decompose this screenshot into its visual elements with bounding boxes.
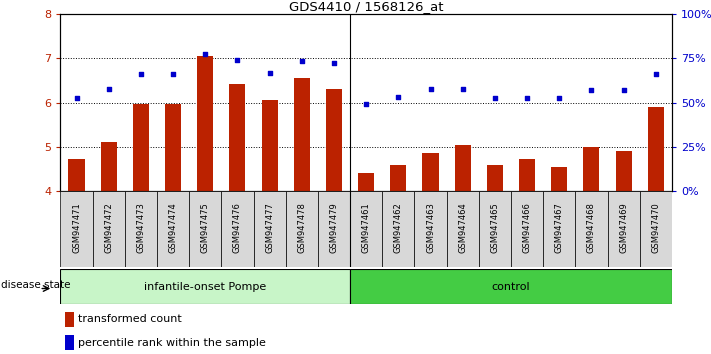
Bar <box>165 104 181 191</box>
Text: infantile-onset Pompe: infantile-onset Pompe <box>144 282 267 292</box>
Point <box>457 86 469 92</box>
Text: GSM947476: GSM947476 <box>233 202 242 253</box>
Bar <box>350 191 383 267</box>
Bar <box>101 143 117 191</box>
Bar <box>519 159 535 191</box>
Bar <box>318 191 350 267</box>
Text: GSM947461: GSM947461 <box>362 202 370 253</box>
Bar <box>640 191 672 267</box>
Bar <box>133 104 149 191</box>
Text: GSM947466: GSM947466 <box>523 202 532 253</box>
Bar <box>262 100 278 191</box>
Bar <box>65 312 74 327</box>
Text: GSM947471: GSM947471 <box>72 202 81 253</box>
Point <box>135 71 146 77</box>
Bar <box>543 191 575 267</box>
Point <box>489 96 501 101</box>
Bar <box>157 191 189 267</box>
Text: GSM947468: GSM947468 <box>587 202 596 253</box>
Bar <box>584 147 599 191</box>
Text: GSM947472: GSM947472 <box>105 202 113 253</box>
Bar <box>383 191 415 267</box>
Bar <box>221 191 254 267</box>
Text: control: control <box>492 282 530 292</box>
Text: GSM947470: GSM947470 <box>651 202 661 253</box>
Text: GSM947475: GSM947475 <box>201 202 210 253</box>
Point <box>200 51 211 57</box>
Bar <box>390 165 407 191</box>
Point <box>328 60 340 66</box>
Bar <box>575 191 607 267</box>
Text: GSM947474: GSM947474 <box>169 202 178 253</box>
Bar <box>197 56 213 191</box>
Bar <box>60 191 92 267</box>
Bar <box>189 191 221 267</box>
Bar <box>607 191 640 267</box>
Text: GSM947462: GSM947462 <box>394 202 403 253</box>
Bar <box>60 269 350 304</box>
Bar <box>358 172 374 191</box>
Point <box>618 87 629 93</box>
Point <box>554 96 565 101</box>
Bar <box>487 165 503 191</box>
Bar <box>92 191 125 267</box>
Point <box>425 86 437 92</box>
Point <box>360 101 372 106</box>
Text: GSM947469: GSM947469 <box>619 202 628 253</box>
Bar <box>648 107 664 191</box>
Text: GSM947463: GSM947463 <box>426 202 435 253</box>
Text: GSM947477: GSM947477 <box>265 202 274 253</box>
Text: percentile rank within the sample: percentile rank within the sample <box>77 338 265 348</box>
Bar <box>350 269 672 304</box>
Bar <box>65 335 74 350</box>
Text: transformed count: transformed count <box>77 314 181 324</box>
Bar <box>286 191 318 267</box>
Point <box>296 58 307 63</box>
Text: GSM947464: GSM947464 <box>458 202 467 253</box>
Text: GSM947473: GSM947473 <box>137 202 145 253</box>
Bar <box>447 191 479 267</box>
Point <box>71 96 82 101</box>
Bar <box>68 159 85 191</box>
Point <box>167 71 178 77</box>
Bar <box>326 89 342 191</box>
Point <box>392 95 404 100</box>
Text: disease state: disease state <box>1 280 70 290</box>
Point <box>586 87 597 93</box>
Title: GDS4410 / 1568126_at: GDS4410 / 1568126_at <box>289 0 444 13</box>
Bar <box>454 145 471 191</box>
Point <box>264 70 275 75</box>
Point <box>103 86 114 92</box>
Bar <box>422 153 439 191</box>
Bar <box>551 167 567 191</box>
Text: GSM947465: GSM947465 <box>491 202 499 253</box>
Point <box>521 96 533 101</box>
Bar <box>479 191 511 267</box>
Bar <box>511 191 543 267</box>
Text: GSM947478: GSM947478 <box>297 202 306 253</box>
Bar <box>230 84 245 191</box>
Text: GSM947467: GSM947467 <box>555 202 564 253</box>
Bar <box>294 78 310 191</box>
Point <box>232 57 243 63</box>
Bar <box>415 191 447 267</box>
Text: GSM947479: GSM947479 <box>329 202 338 253</box>
Bar <box>125 191 157 267</box>
Bar <box>616 152 631 191</box>
Point <box>650 71 661 77</box>
Bar <box>254 191 286 267</box>
